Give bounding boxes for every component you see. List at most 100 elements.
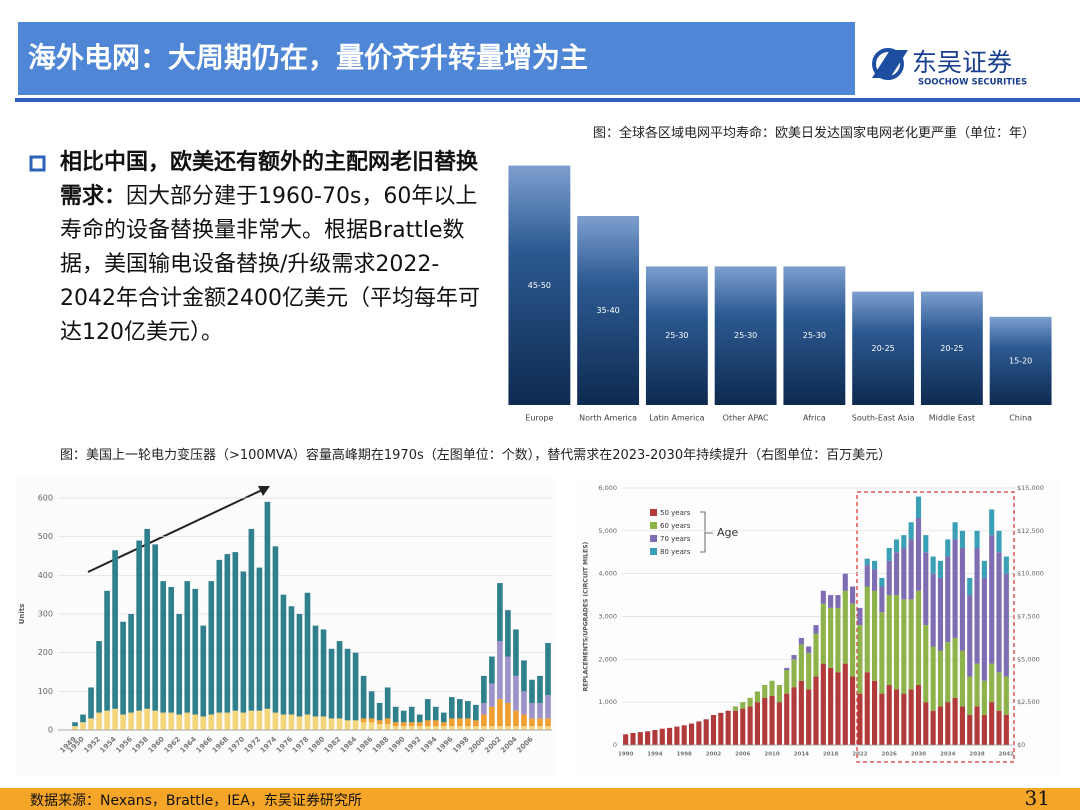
value-label: 45-50 <box>528 281 551 290</box>
header-rule <box>15 98 1080 102</box>
bar-segment <box>850 676 856 745</box>
bar-segment <box>336 641 343 719</box>
bar <box>714 266 777 405</box>
bar-segment <box>952 637 958 698</box>
bar-segment <box>440 726 447 730</box>
bar-segment <box>850 586 856 604</box>
caption: 图：美国上一轮电力变压器（>100MVA）容量高峰期在1970s（左图单位：个数… <box>60 448 892 463</box>
bar-segment <box>901 535 907 548</box>
x-tick-label: 1998 <box>677 752 692 758</box>
bar-segment <box>497 699 503 727</box>
slide-title: 海外电网：大周期仍在，量价齐升转量增为主 <box>28 41 589 74</box>
bar-segment <box>908 539 914 600</box>
bar-segment <box>224 712 231 730</box>
bar-segment <box>280 594 287 715</box>
bar-segment <box>513 629 519 676</box>
bar-segment <box>908 599 914 690</box>
bar-segment <box>981 560 987 578</box>
y-tick-label: 1,000 <box>598 698 617 706</box>
bar-segment <box>232 710 239 730</box>
value-label: 20-25 <box>940 344 963 353</box>
bar-segment <box>989 663 995 703</box>
bar-segment <box>416 714 423 723</box>
x-tick-label: South-East Asia <box>852 414 915 423</box>
y-tick-label: 3,000 <box>598 613 617 621</box>
bar-segment <box>376 702 383 721</box>
bar-segment <box>408 706 415 723</box>
bar-segment <box>288 606 295 715</box>
bar-segment <box>915 496 922 518</box>
y2-tick-label: $5,000 <box>1017 655 1040 663</box>
bar-segment <box>710 715 717 745</box>
bar-segment <box>820 590 826 604</box>
bar-segment <box>505 656 511 703</box>
bar-segment <box>304 714 311 730</box>
bar-segment <box>136 710 142 730</box>
bar-segment <box>864 586 870 673</box>
bar-segment <box>893 539 900 553</box>
bar-segment <box>937 577 944 651</box>
legend-label: 70 years <box>660 535 691 543</box>
bar-segment <box>937 560 944 578</box>
bar-segment <box>328 718 335 730</box>
bar-segment <box>312 625 319 717</box>
bar-segment <box>545 718 551 727</box>
bar-segment <box>368 722 375 730</box>
bar-segment <box>489 726 495 730</box>
y-tick-label: 300 <box>38 610 53 619</box>
bar-segment <box>864 558 870 566</box>
y-tick-label: 6,000 <box>598 484 617 492</box>
bar-segment <box>879 693 885 745</box>
bar-segment <box>537 675 543 703</box>
bar-segment <box>192 714 199 730</box>
bar-segment <box>828 607 834 668</box>
bar-segment <box>791 687 797 745</box>
bar-segment <box>820 603 826 664</box>
bar-segment <box>296 716 303 730</box>
bar-segment <box>725 710 731 745</box>
bar-segment <box>312 716 319 730</box>
x-tick-label: 2038 <box>969 752 984 758</box>
bar-segment <box>667 727 673 745</box>
bar-segment <box>120 714 126 730</box>
bar-segment <box>465 701 471 719</box>
bar-segment <box>886 685 892 745</box>
bar-segment <box>959 650 965 707</box>
legend-label: 80 years <box>660 548 691 556</box>
bar-segment <box>784 667 790 671</box>
bar-segment <box>754 691 760 703</box>
bar <box>508 165 571 405</box>
bar-segment <box>192 588 199 715</box>
x-tick-label: Middle East <box>929 414 975 423</box>
x-tick-label: Africa <box>803 414 826 423</box>
bar-segment <box>747 697 753 707</box>
footer-band <box>0 788 1080 810</box>
legend-swatch <box>650 522 657 529</box>
bar-segment <box>747 706 753 745</box>
bar-segment <box>505 610 511 657</box>
bar-segment <box>813 625 819 634</box>
bar-segment <box>798 637 804 645</box>
bar-segment <box>529 679 535 703</box>
bar-segment <box>432 726 439 730</box>
x-tick-label: 2010 <box>764 752 779 758</box>
bar-segment <box>850 603 856 677</box>
bar-segment <box>104 710 110 730</box>
bar-segment <box>967 577 973 596</box>
bar-segment <box>232 552 239 711</box>
bar-segment <box>842 663 848 745</box>
bar-segment <box>320 716 327 730</box>
y-tick-label: 600 <box>38 494 53 503</box>
bar-segment <box>537 718 543 727</box>
bar-segment <box>842 573 848 591</box>
bar-segment <box>952 522 958 540</box>
y-tick-label: 0 <box>48 726 53 735</box>
bar-segment <box>996 672 1002 711</box>
bar-segment <box>893 595 900 690</box>
bar-segment <box>908 522 914 540</box>
bar-segment <box>769 680 775 696</box>
legend-swatch <box>650 509 657 516</box>
bar-segment <box>352 720 359 730</box>
bar-segment <box>408 722 415 727</box>
bar-segment <box>208 581 215 715</box>
